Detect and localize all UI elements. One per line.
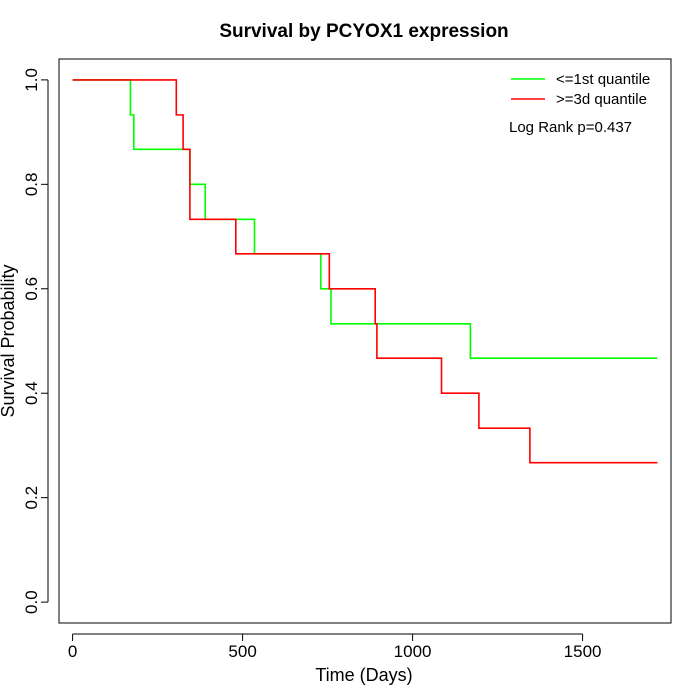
x-axis-label: Time (Days) [315, 665, 412, 685]
legend: <=1st quantile >=3d quantile [511, 71, 650, 108]
y-tick-label: 0.6 [22, 277, 41, 301]
y-tick-label: 1.0 [22, 68, 41, 92]
y-tick-label: 0.8 [22, 173, 41, 197]
y-axis-label: Survival Probability [0, 264, 18, 417]
x-tick-label: 1000 [394, 642, 432, 661]
x-tick-label: 500 [228, 642, 256, 661]
y-axis: 0.0 0.2 0.4 0.6 0.8 1.0 [22, 68, 49, 614]
x-tick-label: 1500 [564, 642, 602, 661]
log-rank-annotation: Log Rank p=0.437 [509, 119, 632, 136]
y-tick-label: 0.2 [22, 486, 41, 510]
x-tick-label: 0 [68, 642, 77, 661]
plot-frame [58, 58, 672, 624]
legend-label-1: <=1st quantile [556, 71, 650, 88]
y-tick-label: 0.0 [22, 590, 41, 614]
chart-title: Survival by PCYOX1 expression [219, 21, 508, 42]
x-axis: 0 500 1000 1500 [68, 633, 602, 661]
survival-curve-2 [72, 79, 658, 464]
series-group [72, 79, 658, 464]
legend-label-2: >=3d quantile [556, 91, 647, 108]
y-tick-label: 0.4 [22, 381, 41, 405]
